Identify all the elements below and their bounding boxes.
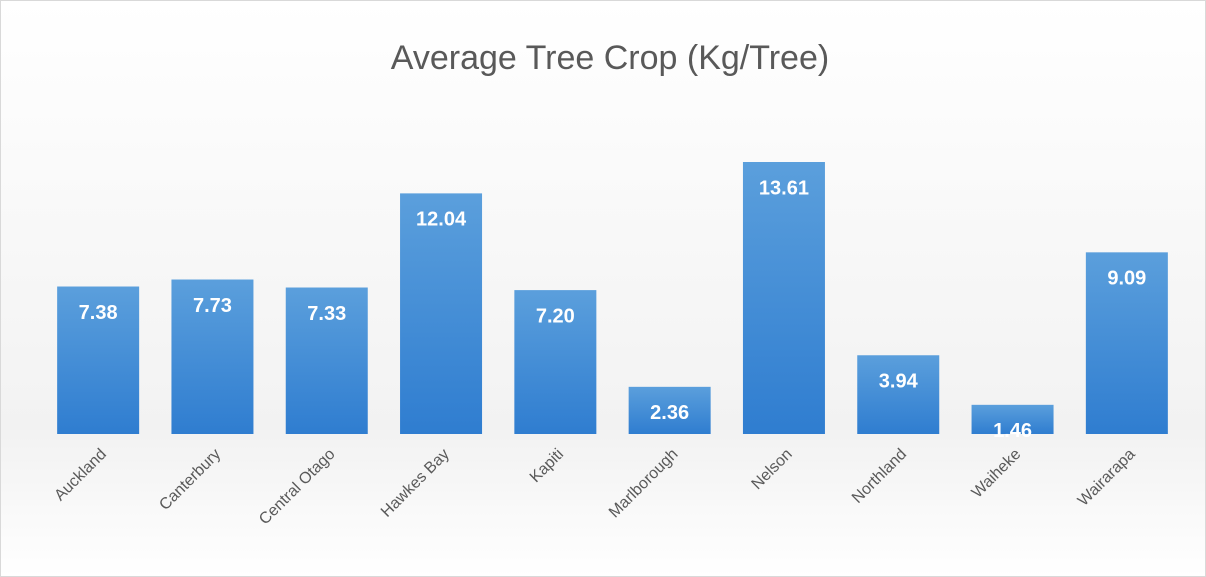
bar: [400, 193, 483, 434]
data-label: 13.61: [759, 177, 809, 199]
data-label: 3.94: [879, 371, 919, 393]
data-label: 1.46: [993, 420, 1032, 442]
bar: [628, 386, 711, 434]
bar: [857, 355, 940, 434]
bar: [514, 290, 597, 434]
data-label: 2.36: [650, 402, 689, 424]
data-label: 7.38: [79, 302, 118, 324]
bar: [171, 279, 254, 434]
bar: [57, 286, 140, 434]
data-label: 9.09: [1107, 268, 1146, 290]
bar: [1085, 252, 1168, 434]
bar: [971, 404, 1054, 434]
data-label: 12.04: [416, 209, 467, 231]
chart-title: Average Tree Crop (Kg/Tree): [391, 39, 829, 77]
data-label: 7.73: [193, 295, 232, 317]
data-label: 7.33: [307, 303, 346, 325]
bar: [285, 287, 368, 434]
bar: [742, 162, 825, 434]
data-label: 7.20: [536, 305, 575, 327]
